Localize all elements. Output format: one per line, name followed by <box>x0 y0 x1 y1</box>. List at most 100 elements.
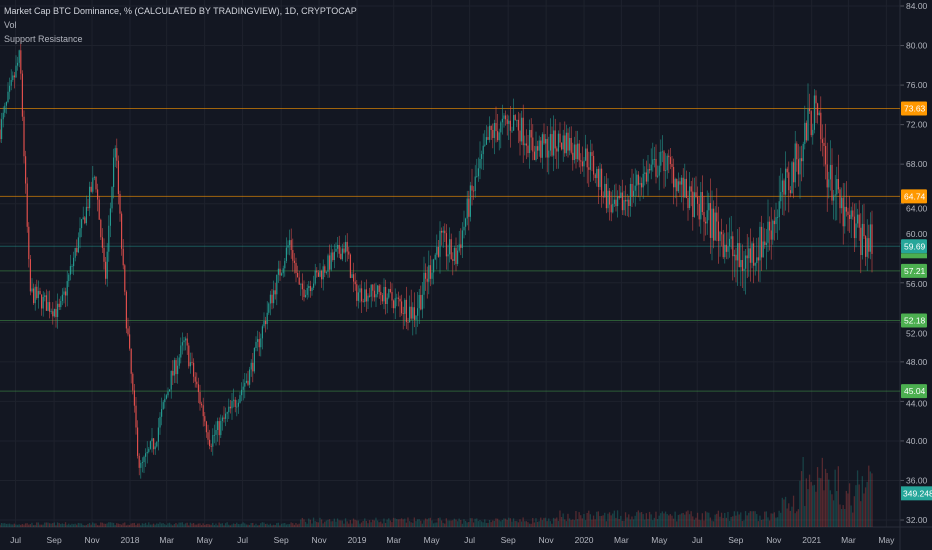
volume-bar <box>34 524 36 527</box>
volume-bar <box>796 511 798 527</box>
volume-bar <box>26 523 28 527</box>
candle-body <box>692 191 694 217</box>
candle-body <box>570 137 572 153</box>
candle-body <box>612 203 614 213</box>
volume-bar <box>618 518 620 527</box>
volume-bar <box>237 524 240 527</box>
candle-body <box>109 208 112 226</box>
volume-bar <box>28 524 30 527</box>
candle-body <box>188 345 190 367</box>
candle-body <box>625 200 627 202</box>
legend-title[interactable]: Market Cap BTC Dominance, % (CALCULATED … <box>4 6 357 16</box>
volume-bar <box>661 511 664 527</box>
volume-bar <box>306 523 308 527</box>
volume-bar <box>741 521 744 527</box>
price-tag-bg <box>901 239 927 254</box>
volume-bar <box>325 520 328 527</box>
candle-body <box>551 134 553 156</box>
candle-body <box>305 294 307 298</box>
volume-bar <box>311 523 313 527</box>
volume-bar <box>642 514 644 527</box>
volume-bar <box>309 519 312 527</box>
volume-bar <box>789 510 792 527</box>
candle-body <box>108 225 110 252</box>
volume-bar <box>372 519 374 527</box>
volume-bar <box>720 512 723 527</box>
candle-body <box>690 186 692 192</box>
candle-body <box>74 248 76 258</box>
candle-body <box>383 286 385 302</box>
candle-body <box>105 261 107 279</box>
x-tick-label: Mar <box>386 535 401 545</box>
candle-body <box>461 230 464 248</box>
volume-bar <box>714 514 716 527</box>
price-tag-bg <box>901 253 927 259</box>
volume-bar <box>816 467 819 527</box>
volume-bar <box>148 522 150 527</box>
volume-bar <box>548 518 550 527</box>
legend-support-resistance[interactable]: Support Resistance <box>4 34 83 44</box>
candle-body <box>217 421 219 430</box>
volume-bar <box>605 521 608 527</box>
volume-bar <box>760 519 763 527</box>
candle-body <box>33 288 35 304</box>
candle-body <box>413 307 416 320</box>
candle-body <box>263 320 265 327</box>
volume-bar <box>261 522 264 527</box>
candle-body <box>700 191 702 220</box>
candle-body <box>69 266 72 275</box>
candle-body <box>708 203 710 211</box>
volume-bar <box>474 518 476 527</box>
volume-bar <box>597 511 600 527</box>
volume-bar <box>450 520 452 527</box>
price-tag-label: 64.74 <box>904 191 926 201</box>
volume-tag-bg <box>901 486 932 501</box>
volume-bar <box>381 523 384 527</box>
candle-body <box>597 168 600 187</box>
candle-body <box>628 199 630 207</box>
volume-bar <box>266 523 268 527</box>
price-tag-support: 57.21 <box>901 263 927 278</box>
candle-body <box>866 238 868 257</box>
volume-bar <box>512 518 515 527</box>
volume-bar <box>13 523 16 527</box>
candle-body <box>749 248 752 263</box>
candle-body <box>567 132 569 151</box>
candle-body <box>169 389 171 392</box>
y-tick-label: 32.00 <box>906 515 928 525</box>
candle-body <box>429 265 432 279</box>
volume-bar <box>823 490 825 527</box>
volume-bar <box>754 511 756 527</box>
volume-bar <box>242 522 244 527</box>
volume-bar <box>245 524 248 527</box>
candle-body <box>634 185 636 191</box>
volume-bar <box>786 508 788 527</box>
volume-bar <box>794 513 796 527</box>
x-tick-label: May <box>651 535 668 545</box>
volume-bar <box>871 473 873 527</box>
volume-bar <box>412 522 414 527</box>
candle-body <box>204 416 206 422</box>
candle-body <box>129 334 131 349</box>
candle-body <box>492 130 494 138</box>
volume-bar <box>42 524 44 527</box>
candle-body <box>181 342 184 346</box>
volume-bar <box>610 515 612 527</box>
volume-bar <box>284 522 286 527</box>
volume-bar <box>292 523 294 527</box>
candle-body <box>661 151 664 153</box>
legend-volume[interactable]: Vol <box>4 20 17 30</box>
volume-bar <box>320 519 323 527</box>
volume-bar <box>268 524 270 527</box>
candle-body <box>284 260 286 269</box>
candle-body <box>657 175 659 177</box>
candle-body <box>842 197 844 227</box>
volume-bar <box>343 523 345 527</box>
volume-bar <box>463 519 465 527</box>
volume-bar <box>346 521 348 527</box>
volume-bar <box>572 519 574 527</box>
candle-body <box>425 272 427 279</box>
candle-body <box>514 115 516 121</box>
volume-bar <box>869 471 872 527</box>
